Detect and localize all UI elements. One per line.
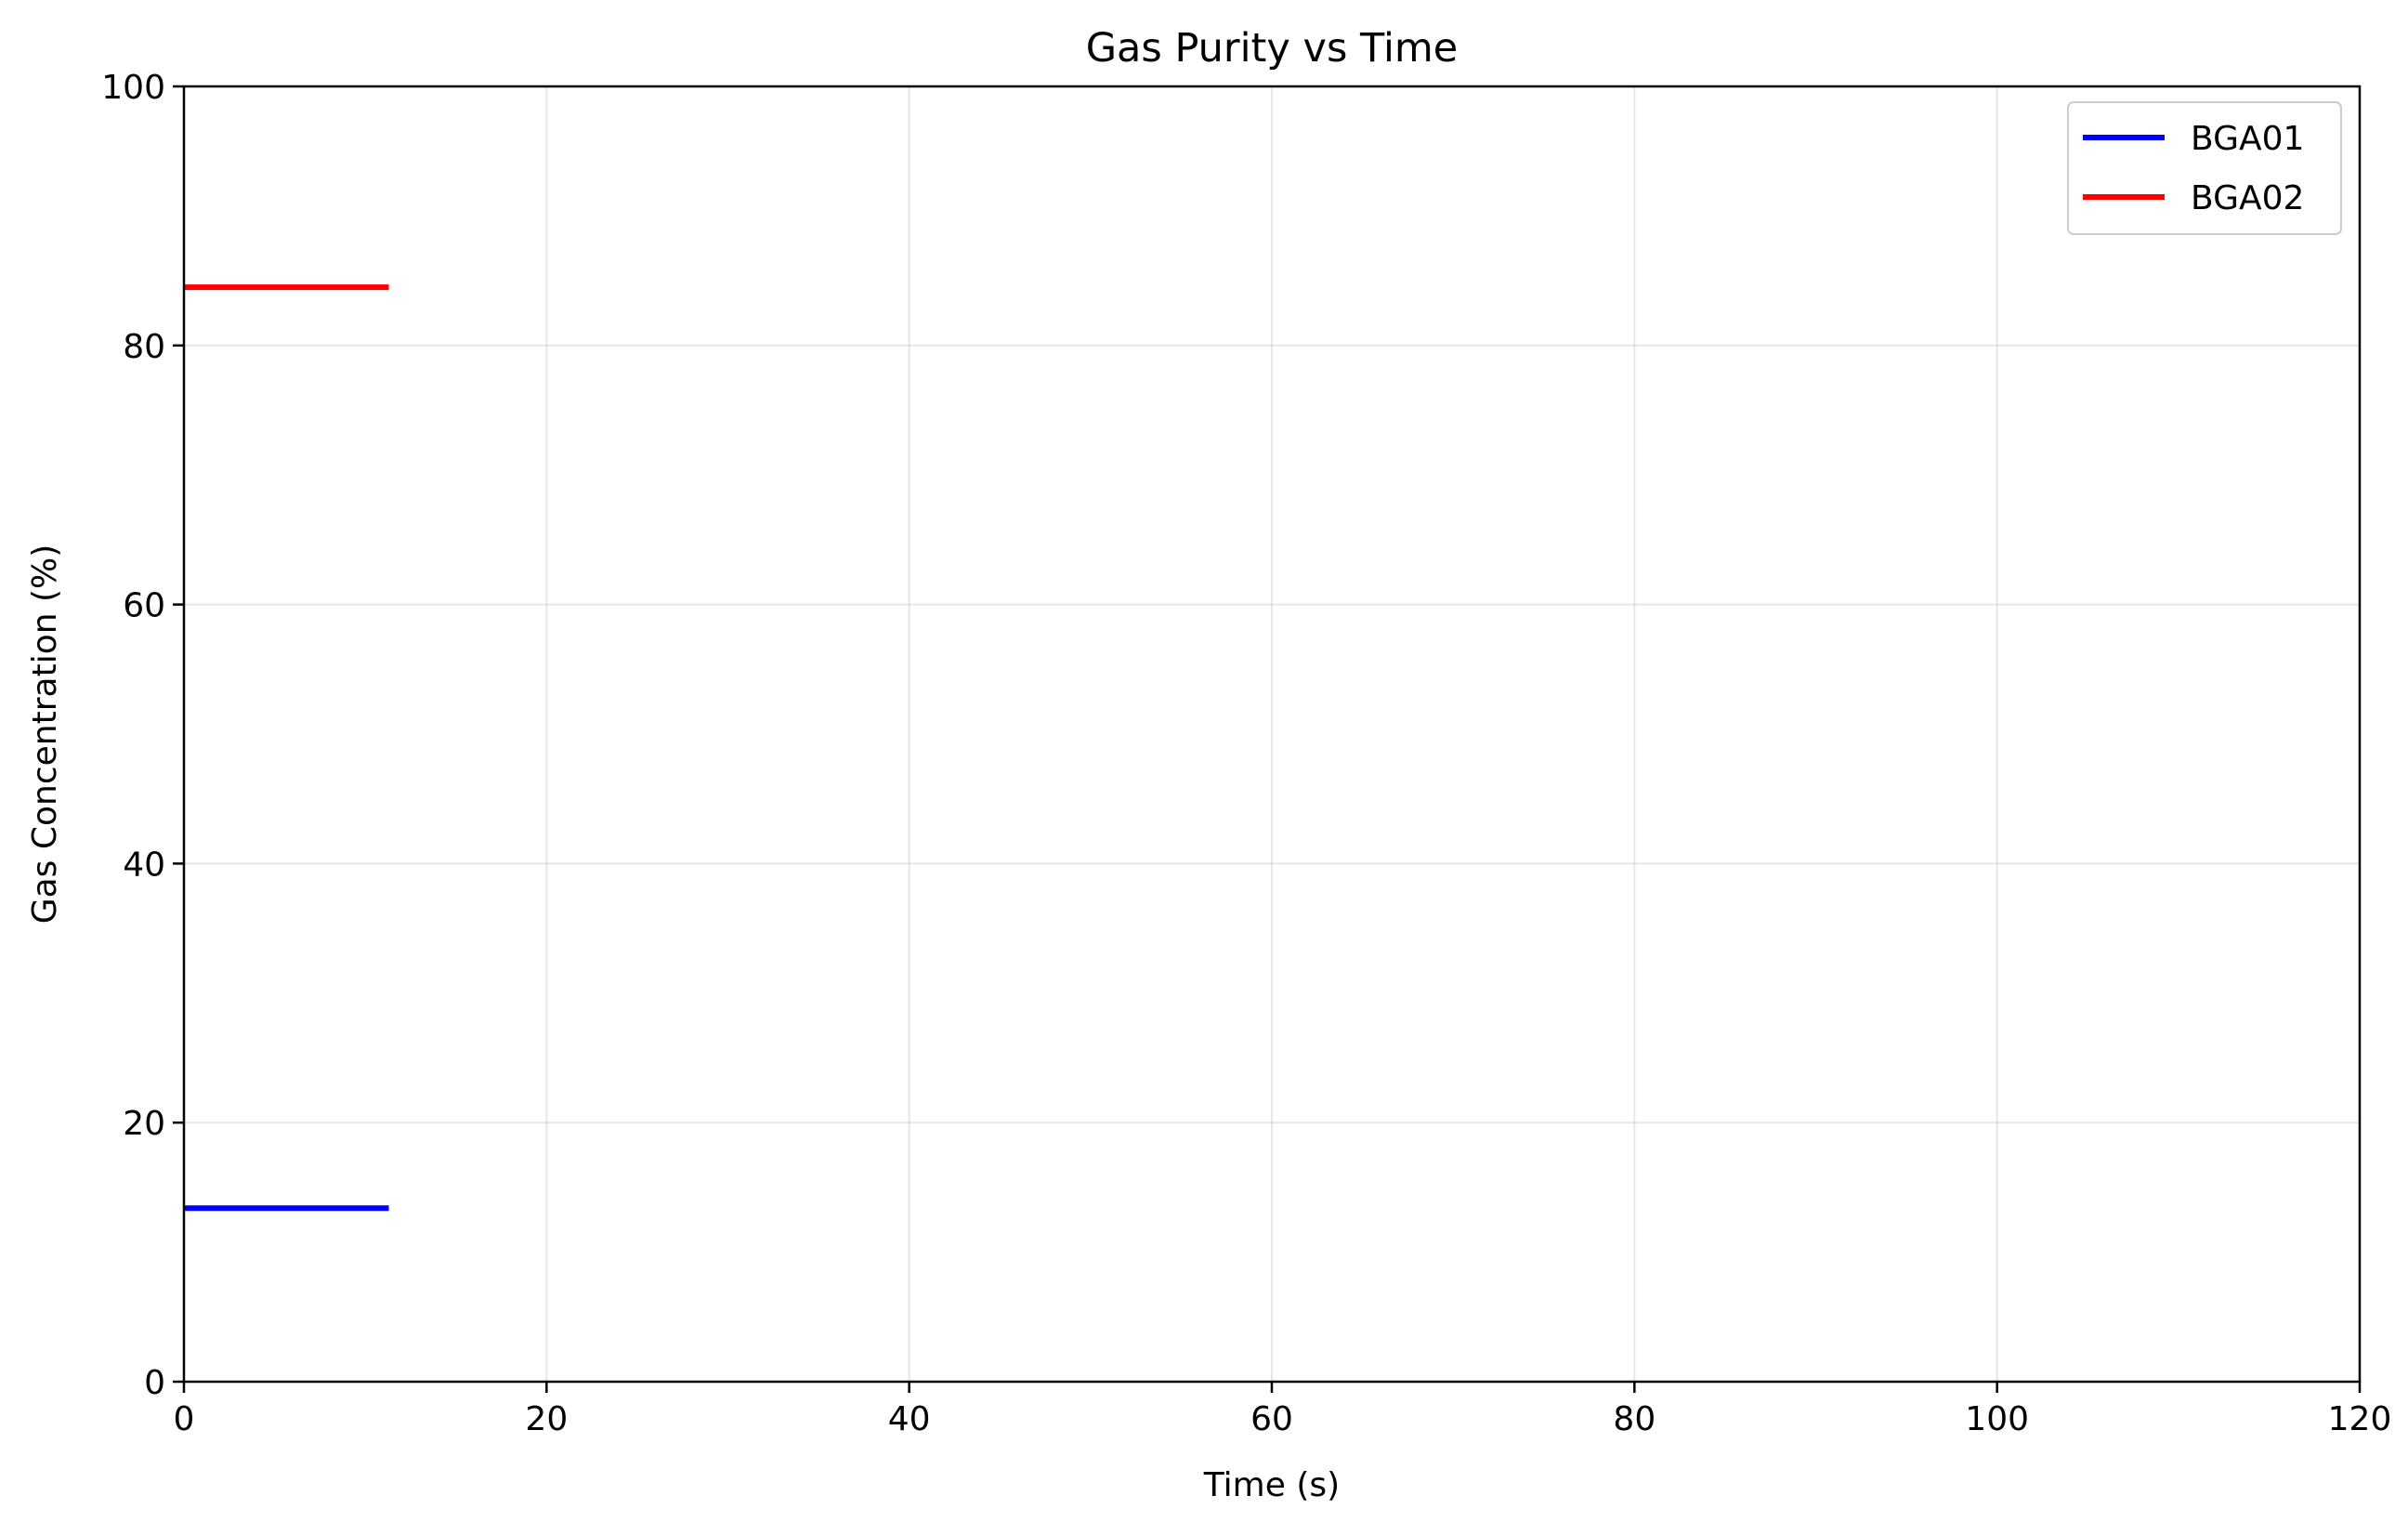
chart-title: Gas Purity vs Time — [1086, 25, 1459, 72]
y-tick-label: 60 — [123, 587, 165, 625]
y-tick-label: 40 — [123, 846, 165, 884]
x-tick-label: 60 — [1250, 1400, 1293, 1438]
x-tick-label: 80 — [1613, 1400, 1656, 1438]
y-tick-label: 100 — [101, 69, 165, 107]
x-tick-label: 40 — [888, 1400, 931, 1438]
series-layer — [184, 284, 389, 1212]
x-tick-label: 100 — [1965, 1400, 2029, 1438]
legend-label-bga02: BGA02 — [2191, 179, 2304, 217]
x-tick-label: 120 — [2328, 1400, 2392, 1438]
x-tick-label: 20 — [525, 1400, 568, 1438]
x-axis-label: Time (s) — [1203, 1466, 1340, 1504]
y-axis-label: Gas Concentration (%) — [26, 545, 64, 925]
legend-label-bga01: BGA01 — [2191, 120, 2304, 158]
y-tick-label: 0 — [144, 1364, 165, 1402]
legend: BGA01 BGA02 — [2067, 101, 2342, 235]
x-tick-label: 0 — [174, 1400, 195, 1438]
x-axis-ticks: 0 20 40 60 80 100 120 — [174, 1382, 2392, 1438]
y-tick-label: 80 — [123, 328, 165, 366]
y-axis-ticks: 0 20 40 60 80 100 — [101, 69, 184, 1402]
y-tick-label: 20 — [123, 1105, 165, 1143]
